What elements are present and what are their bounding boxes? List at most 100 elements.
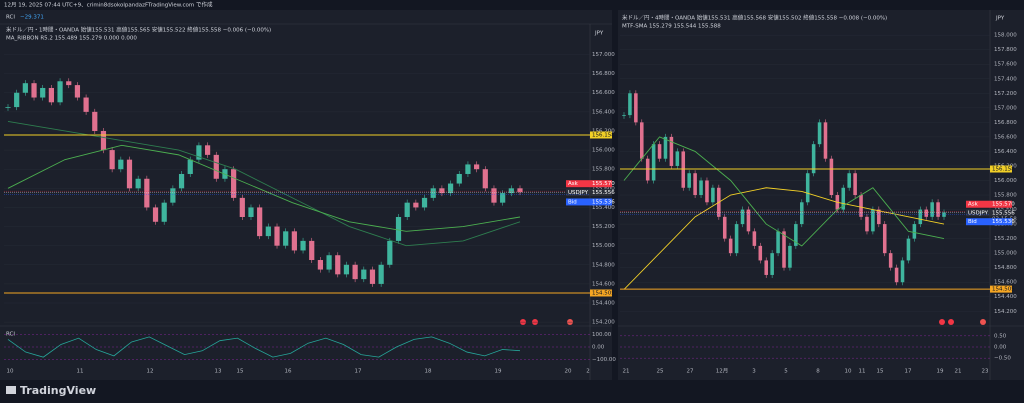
candle [888, 253, 893, 268]
candle [924, 209, 928, 217]
y-tick-label: 155.600 [592, 186, 615, 192]
candle [794, 224, 798, 246]
candle [722, 216, 727, 239]
x-tick-label: 3 [752, 369, 756, 375]
indicator-value: −29.371 [20, 15, 44, 21]
candle [404, 202, 410, 217]
y-tick-label: 157.600 [994, 62, 1017, 68]
candle [918, 209, 923, 225]
candle [135, 178, 141, 189]
x-tick-label: 16 [285, 369, 292, 375]
indicator-name: RCI [6, 15, 15, 21]
candle [369, 269, 376, 284]
brand: TradingView [20, 384, 96, 397]
candle [326, 255, 332, 270]
candle [634, 93, 638, 123]
y-tick-label: 156.400 [994, 149, 1017, 155]
candle [83, 97, 89, 112]
candle [31, 83, 37, 98]
currency: JPY [995, 16, 1005, 22]
candle [811, 144, 816, 174]
quote-tag [566, 180, 612, 188]
x-tick-label: 21 [623, 369, 630, 375]
x-tick-label: 15 [877, 369, 884, 375]
candle [352, 264, 358, 280]
quote-name: Bid [968, 219, 977, 225]
candle [859, 195, 863, 217]
candle [693, 173, 697, 196]
quote-tag [966, 218, 1012, 226]
moving-average [623, 136, 945, 247]
y-tick-label: 157.400 [994, 76, 1017, 82]
y-tick-label: 155.000 [592, 243, 615, 249]
moving-average [623, 187, 945, 290]
candle [942, 212, 946, 217]
x-tick-label: 11 [77, 369, 84, 375]
rci-tick-label: 0.00 [592, 345, 605, 351]
x-tick-label: 8 [816, 369, 820, 375]
candle [231, 169, 237, 198]
candle [291, 231, 297, 251]
candle [622, 115, 626, 116]
y-tick-label: 155.200 [592, 224, 615, 230]
x-tick-label: 25 [657, 369, 664, 375]
rci-tick-label: 0.00 [994, 345, 1007, 351]
y-tick-label: 158.000 [994, 33, 1017, 39]
candle [877, 209, 881, 225]
y-tick-label: 156.600 [994, 134, 1017, 140]
candle [317, 260, 324, 270]
candle [361, 269, 367, 280]
candle [335, 255, 341, 275]
candle [248, 207, 254, 217]
candle [734, 224, 739, 254]
y-tick-label: 154.600 [994, 280, 1017, 286]
candle [265, 226, 271, 237]
candle [853, 173, 857, 196]
quote-tag [966, 209, 1012, 217]
x-tick-label: 10 [7, 369, 14, 375]
candle [213, 154, 219, 179]
candle [170, 188, 176, 203]
rci-tick-label: 0.50 [994, 333, 1007, 339]
candle [657, 144, 662, 159]
candle [378, 264, 384, 284]
level-label: 156.158 [592, 132, 615, 138]
candle [640, 122, 644, 159]
level-tag [990, 285, 1012, 293]
y-tick-label: 154.800 [592, 262, 615, 268]
quote-price: 155.556 [592, 190, 615, 196]
candle [669, 136, 674, 166]
candle [395, 216, 402, 241]
x-tick-label: 20 [565, 369, 572, 375]
quote-name: USDJPY [968, 210, 989, 216]
candle [628, 93, 632, 116]
candle [764, 260, 768, 275]
level-label: 156.158 [992, 167, 1015, 173]
candle [283, 231, 289, 246]
level-tag [590, 131, 612, 139]
y-tick-label: 156.800 [994, 120, 1017, 126]
candle [930, 202, 934, 217]
candle [645, 158, 650, 181]
candle [500, 193, 506, 203]
candle [439, 188, 445, 194]
candle [491, 188, 497, 203]
candle [14, 92, 20, 108]
symbol-title: 米ドル／円・1時間・OANDA 始値155.531 高値155.565 安値15… [6, 26, 271, 34]
candle [465, 164, 471, 174]
candle [413, 202, 419, 208]
candle [508, 188, 514, 194]
candle [882, 224, 887, 254]
level-tag [590, 289, 612, 297]
y-tick-label: 156.400 [592, 109, 615, 115]
quote-price: 155.536 [592, 199, 615, 205]
candle [847, 173, 851, 188]
level-label: 154.505 [592, 290, 615, 296]
rci-tick-label: 100.00 [592, 332, 612, 338]
candle [109, 150, 115, 170]
candle [178, 173, 185, 189]
candle [100, 130, 107, 151]
candle [752, 231, 757, 246]
candle [257, 207, 263, 237]
